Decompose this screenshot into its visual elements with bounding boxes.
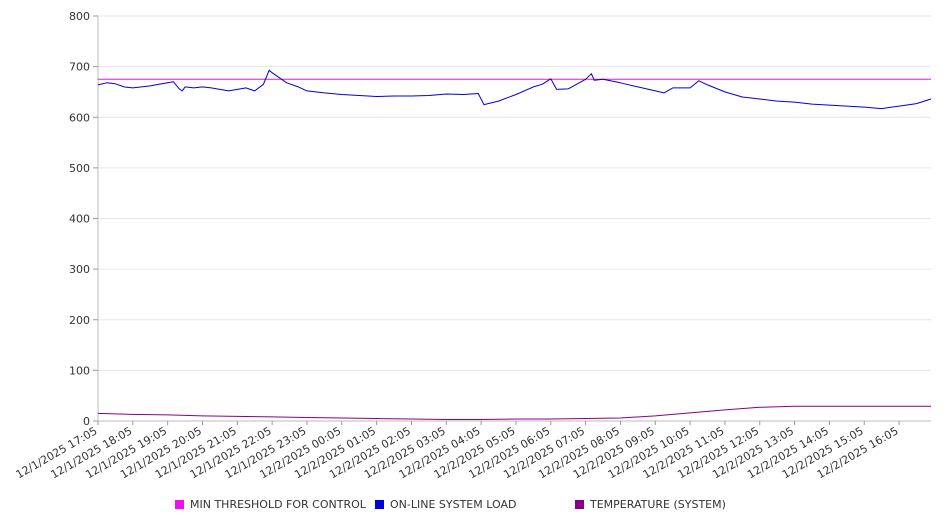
legend-item-temperature[interactable]: TEMPERATURE (SYSTEM) xyxy=(575,498,726,511)
grid-lines xyxy=(98,15,931,422)
legend-label-system-load: ON-LINE SYSTEM LOAD xyxy=(390,498,517,511)
y-tick-label-0: 0 xyxy=(83,415,90,428)
legend-label-min-threshold: MIN THRESHOLD FOR CONTROL xyxy=(190,498,366,511)
legend-swatch-min-threshold xyxy=(175,500,184,509)
legend-swatch-system-load xyxy=(375,500,384,509)
series-line-temperature xyxy=(97,405,931,420)
legend-item-min-threshold[interactable]: MIN THRESHOLD FOR CONTROL xyxy=(175,498,366,511)
y-tick-label-300: 300 xyxy=(69,263,90,276)
y-tick-label-200: 200 xyxy=(69,314,90,327)
y-tick-label-400: 400 xyxy=(69,213,90,226)
legend-item-system-load[interactable]: ON-LINE SYSTEM LOAD xyxy=(375,498,516,511)
y-tick-label-600: 600 xyxy=(69,111,90,124)
axes xyxy=(93,15,931,425)
y-tick-labels: 0 100 200 300 400 500 600 700 800 xyxy=(69,10,90,428)
y-tick-label-500: 500 xyxy=(69,162,90,175)
legend-swatch-temperature xyxy=(575,500,584,509)
legend-label-temperature: TEMPERATURE (SYSTEM) xyxy=(590,498,726,511)
y-tick-label-800: 800 xyxy=(69,10,90,23)
series-line-system-load xyxy=(97,69,932,110)
series-lines xyxy=(97,69,932,420)
y-tick-label-700: 700 xyxy=(69,61,90,74)
legend: MIN THRESHOLD FOR CONTROL ON-LINE SYSTEM… xyxy=(175,498,935,514)
y-tick-label-100: 100 xyxy=(69,364,90,377)
